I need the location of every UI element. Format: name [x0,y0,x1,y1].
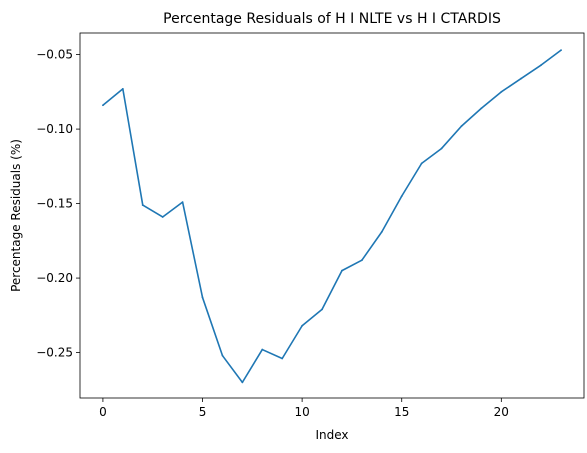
data-point [560,49,562,52]
x-tick-label: 0 [99,405,107,419]
data-point [440,147,443,150]
data-point [520,77,523,80]
data-point [161,216,164,218]
chart-title: Percentage Residuals of H I NLTE vs H I … [163,11,501,27]
data-point [301,324,304,327]
axes-frame [79,32,585,399]
data-point [102,104,104,107]
y-tick-label: −0.05 [36,48,73,62]
y-axis-ticks: −0.25 −0.20 −0.15 −0.10 −0.05 [36,48,80,360]
data-point [480,107,483,110]
data-point [141,204,144,206]
x-tick-label: 10 [294,405,309,419]
series-line [102,49,562,384]
x-tick-label: 20 [494,405,509,419]
plot-area [79,32,585,399]
data-point [181,201,184,203]
x-tick-label: 15 [394,405,409,419]
data-point [221,354,224,357]
data-point [241,381,244,384]
y-tick-label: −0.10 [36,122,73,136]
y-axis-title: Percentage Residuals (%) [9,139,23,292]
x-axis-title: Index [315,428,348,442]
data-point [321,308,323,311]
data-point [380,230,383,233]
data-point [121,87,124,90]
data-point [201,296,204,299]
y-tick-label: −0.15 [36,197,73,211]
data-point [540,64,543,66]
data-point [400,195,403,198]
data-point [261,348,264,351]
y-tick-label: −0.25 [36,346,73,360]
y-tick-label: −0.20 [36,271,73,285]
x-axis-ticks: 0 5 10 15 20 [99,398,509,419]
data-point [420,162,423,165]
data-point [341,269,343,272]
data-point [360,259,363,262]
data-point [460,125,463,128]
data-point [281,357,284,360]
data-point [500,90,503,93]
x-tick-label: 5 [199,405,207,419]
